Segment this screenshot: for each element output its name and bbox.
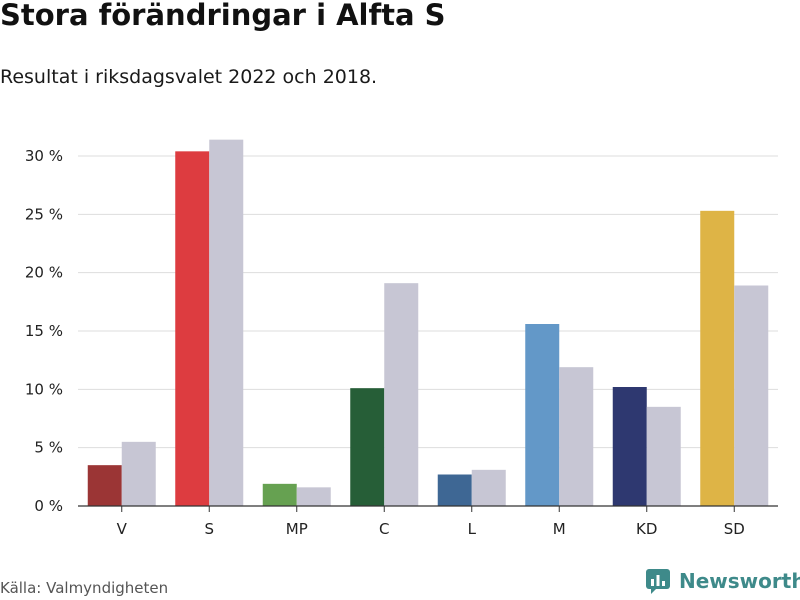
bar-2022 bbox=[87, 465, 122, 506]
x-tick-label: MP bbox=[286, 520, 308, 538]
x-tick-label: S bbox=[204, 520, 214, 538]
bars bbox=[87, 139, 769, 507]
bar-2022 bbox=[612, 387, 647, 506]
brand-logo: Newsworthy bbox=[645, 568, 800, 594]
bar-2018 bbox=[471, 469, 506, 506]
x-tick-label: L bbox=[468, 520, 477, 538]
y-tick-label: 0 % bbox=[34, 497, 63, 515]
y-tick-label: 20 % bbox=[25, 264, 63, 282]
y-tick-label: 25 % bbox=[25, 205, 63, 223]
bar-2018 bbox=[121, 441, 156, 506]
bar-2018 bbox=[646, 406, 681, 506]
bar-2018 bbox=[384, 283, 419, 506]
x-tick-label: SD bbox=[724, 520, 745, 538]
bar-2022 bbox=[525, 324, 560, 506]
x-tick-label: KD bbox=[636, 520, 657, 538]
y-tick-label: 15 % bbox=[25, 322, 63, 340]
y-tick-label: 30 % bbox=[25, 147, 63, 165]
bar-2018 bbox=[559, 367, 594, 506]
x-tick-label: V bbox=[117, 520, 128, 538]
y-tick-label: 10 % bbox=[25, 380, 63, 398]
y-tick-label: 5 % bbox=[34, 439, 63, 457]
bar-2018 bbox=[209, 139, 244, 506]
chart-subtitle: Resultat i riksdagsvalet 2022 och 2018. bbox=[0, 66, 378, 88]
brand-name: Newsworthy bbox=[679, 569, 800, 593]
bar-chart-logo-icon bbox=[646, 569, 670, 594]
bar-2022 bbox=[700, 210, 735, 507]
bar-2022 bbox=[437, 474, 472, 506]
bar-chart: 0 % 5 % 10 % 15 % 20 % 25 % 30 % V S MP C L M KD SD bbox=[25, 139, 778, 538]
bar-2022 bbox=[262, 483, 297, 506]
axes: 0 % 5 % 10 % 15 % 20 % 25 % 30 % V S MP C L M KD SD bbox=[25, 147, 778, 538]
bar-2018 bbox=[296, 487, 331, 506]
bar-2022 bbox=[350, 388, 385, 506]
bar-2018 bbox=[734, 285, 769, 506]
x-tick-label: M bbox=[553, 520, 566, 538]
chart-title: Stora förändringar i Alfta S bbox=[0, 0, 446, 32]
source-note: Källa: Valmyndigheten bbox=[0, 579, 169, 597]
x-tick-label: C bbox=[379, 520, 389, 538]
bar-2022 bbox=[175, 151, 210, 507]
